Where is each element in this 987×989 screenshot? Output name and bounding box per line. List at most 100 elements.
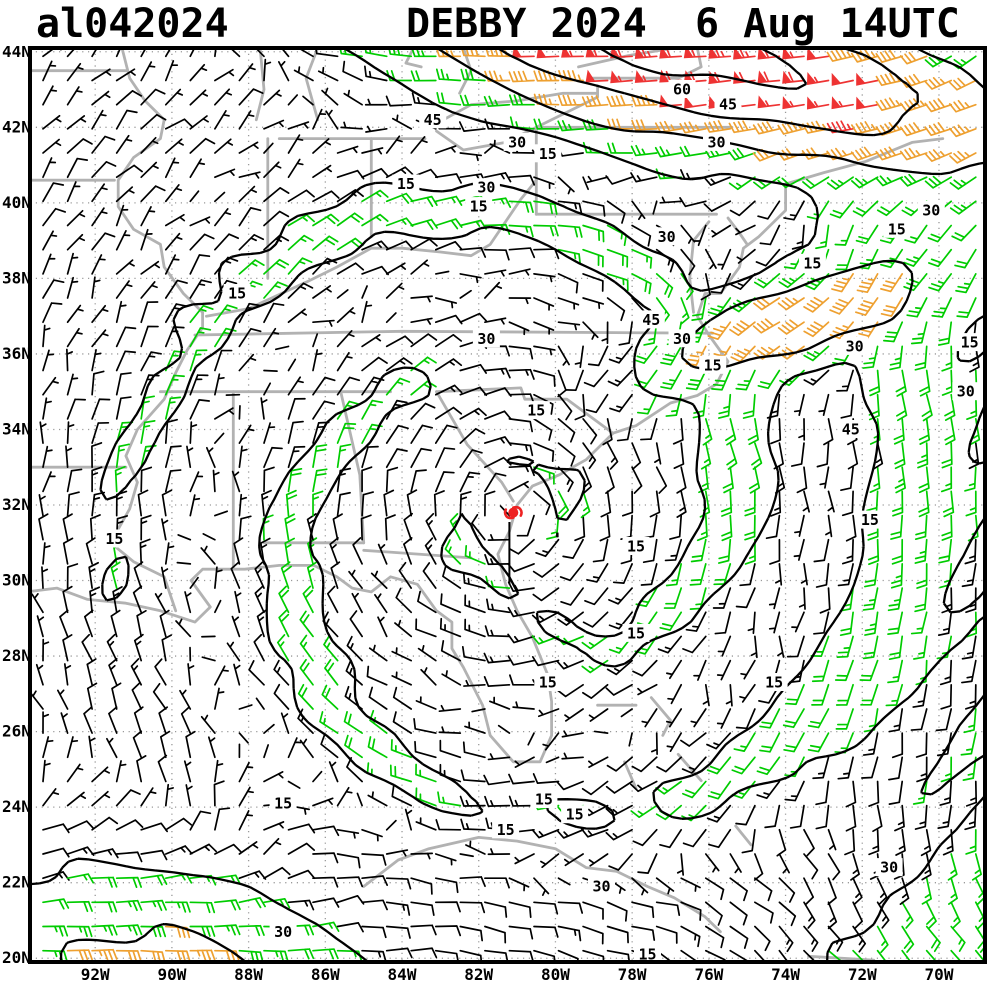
wind-barb (133, 633, 144, 662)
wind-barb (690, 538, 707, 563)
wind-barb (531, 828, 560, 839)
wind-barb (213, 780, 225, 807)
wind-barb (83, 706, 93, 734)
wind-barb (42, 711, 50, 734)
isotach-label-background (561, 805, 589, 824)
wind-barb (835, 683, 854, 706)
wind-barb (459, 490, 472, 517)
wind-barb (336, 329, 355, 348)
wind-barb (941, 514, 953, 541)
wind-barb (91, 160, 117, 179)
wind-barb (66, 86, 83, 106)
wind-barb (459, 853, 474, 858)
wind-barb (725, 683, 733, 707)
wind-barb (665, 708, 683, 728)
isotach-label-value: 15 (704, 356, 722, 374)
wind-barb (458, 121, 486, 132)
wind-barb (385, 925, 411, 939)
wind-barb (906, 297, 928, 318)
wind-barb (533, 466, 555, 485)
wind-barb (115, 134, 133, 154)
wind-barb (139, 538, 151, 565)
wind-barb (299, 634, 314, 662)
wind-barb (533, 297, 555, 311)
isotach-label: 15 (465, 197, 493, 216)
wind-barb (816, 442, 830, 468)
coastline (623, 760, 638, 790)
wind-barb (433, 490, 445, 517)
wind-barb (827, 925, 844, 952)
wind-barb (42, 925, 69, 937)
wind-barb (385, 240, 414, 251)
wind-barb (202, 533, 216, 541)
wind-barb (950, 901, 961, 930)
wind-barb (214, 807, 231, 831)
wind-barb (287, 899, 315, 911)
isotach-label-value: 60 (673, 81, 691, 99)
wind-barb (434, 314, 463, 325)
wind-barb (914, 804, 928, 830)
wind-barb (312, 897, 340, 908)
wind-barb (752, 148, 781, 162)
wind-barb (720, 490, 733, 517)
wind-barb (115, 204, 129, 227)
wind-barb (91, 90, 111, 106)
wind-barb (152, 682, 167, 710)
isotach-label-background (492, 820, 520, 839)
wind-barb (394, 619, 413, 638)
wind-barb (91, 254, 106, 275)
wind-barb (663, 587, 683, 609)
wind-barb (777, 319, 805, 335)
wind-barb (460, 48, 486, 58)
wind-barb (115, 396, 132, 420)
wind-barb (361, 853, 387, 866)
wind-barb (507, 562, 535, 573)
coastline (588, 48, 703, 80)
wind-barb (66, 491, 80, 517)
wind-barb (531, 655, 560, 667)
wind-barb (631, 901, 655, 919)
wind-barb (965, 587, 977, 614)
wind-barb (434, 145, 457, 154)
wind-barb (66, 233, 86, 251)
wind-barb (801, 147, 830, 160)
wind-barb (106, 737, 118, 759)
wind-barb (385, 819, 397, 831)
wind-barb (582, 321, 599, 340)
wind-barb (545, 756, 560, 764)
lat-tick-label: 40N (2, 193, 31, 212)
wind-barb (312, 948, 339, 960)
lon-tick-label: 76W (694, 965, 723, 984)
wind-barb (140, 161, 159, 179)
wind-barb (606, 949, 631, 962)
wind-barb (924, 149, 953, 162)
wind-barb (274, 345, 290, 351)
wind-barb (42, 324, 51, 348)
wind-barb (263, 369, 278, 373)
wind-barb (164, 184, 183, 203)
isotach-label-value: 15 (803, 254, 821, 272)
wind-barb (542, 732, 560, 751)
wind-barb (741, 828, 756, 854)
wind-barb (840, 393, 854, 419)
isotach-label: 15 (392, 174, 420, 193)
wind-barb (287, 358, 297, 372)
wind-barb (115, 949, 142, 962)
wind-barb (336, 145, 359, 154)
wind-barb (91, 466, 103, 493)
wind-barb (582, 297, 605, 310)
isotach-label: 30 (917, 200, 945, 219)
wind-barb (287, 376, 304, 396)
wind-barb (88, 735, 96, 759)
wind-barb (287, 823, 316, 834)
wind-barb (890, 514, 904, 540)
wind-barb (164, 418, 178, 444)
wind-barb (238, 233, 265, 251)
wind-barb (944, 393, 956, 421)
wind-barb (154, 658, 167, 686)
wind-barb (680, 901, 702, 921)
wind-barb (876, 901, 890, 929)
wind-barb (132, 730, 143, 759)
wind-barb (214, 407, 235, 420)
wind-barb (42, 736, 54, 759)
